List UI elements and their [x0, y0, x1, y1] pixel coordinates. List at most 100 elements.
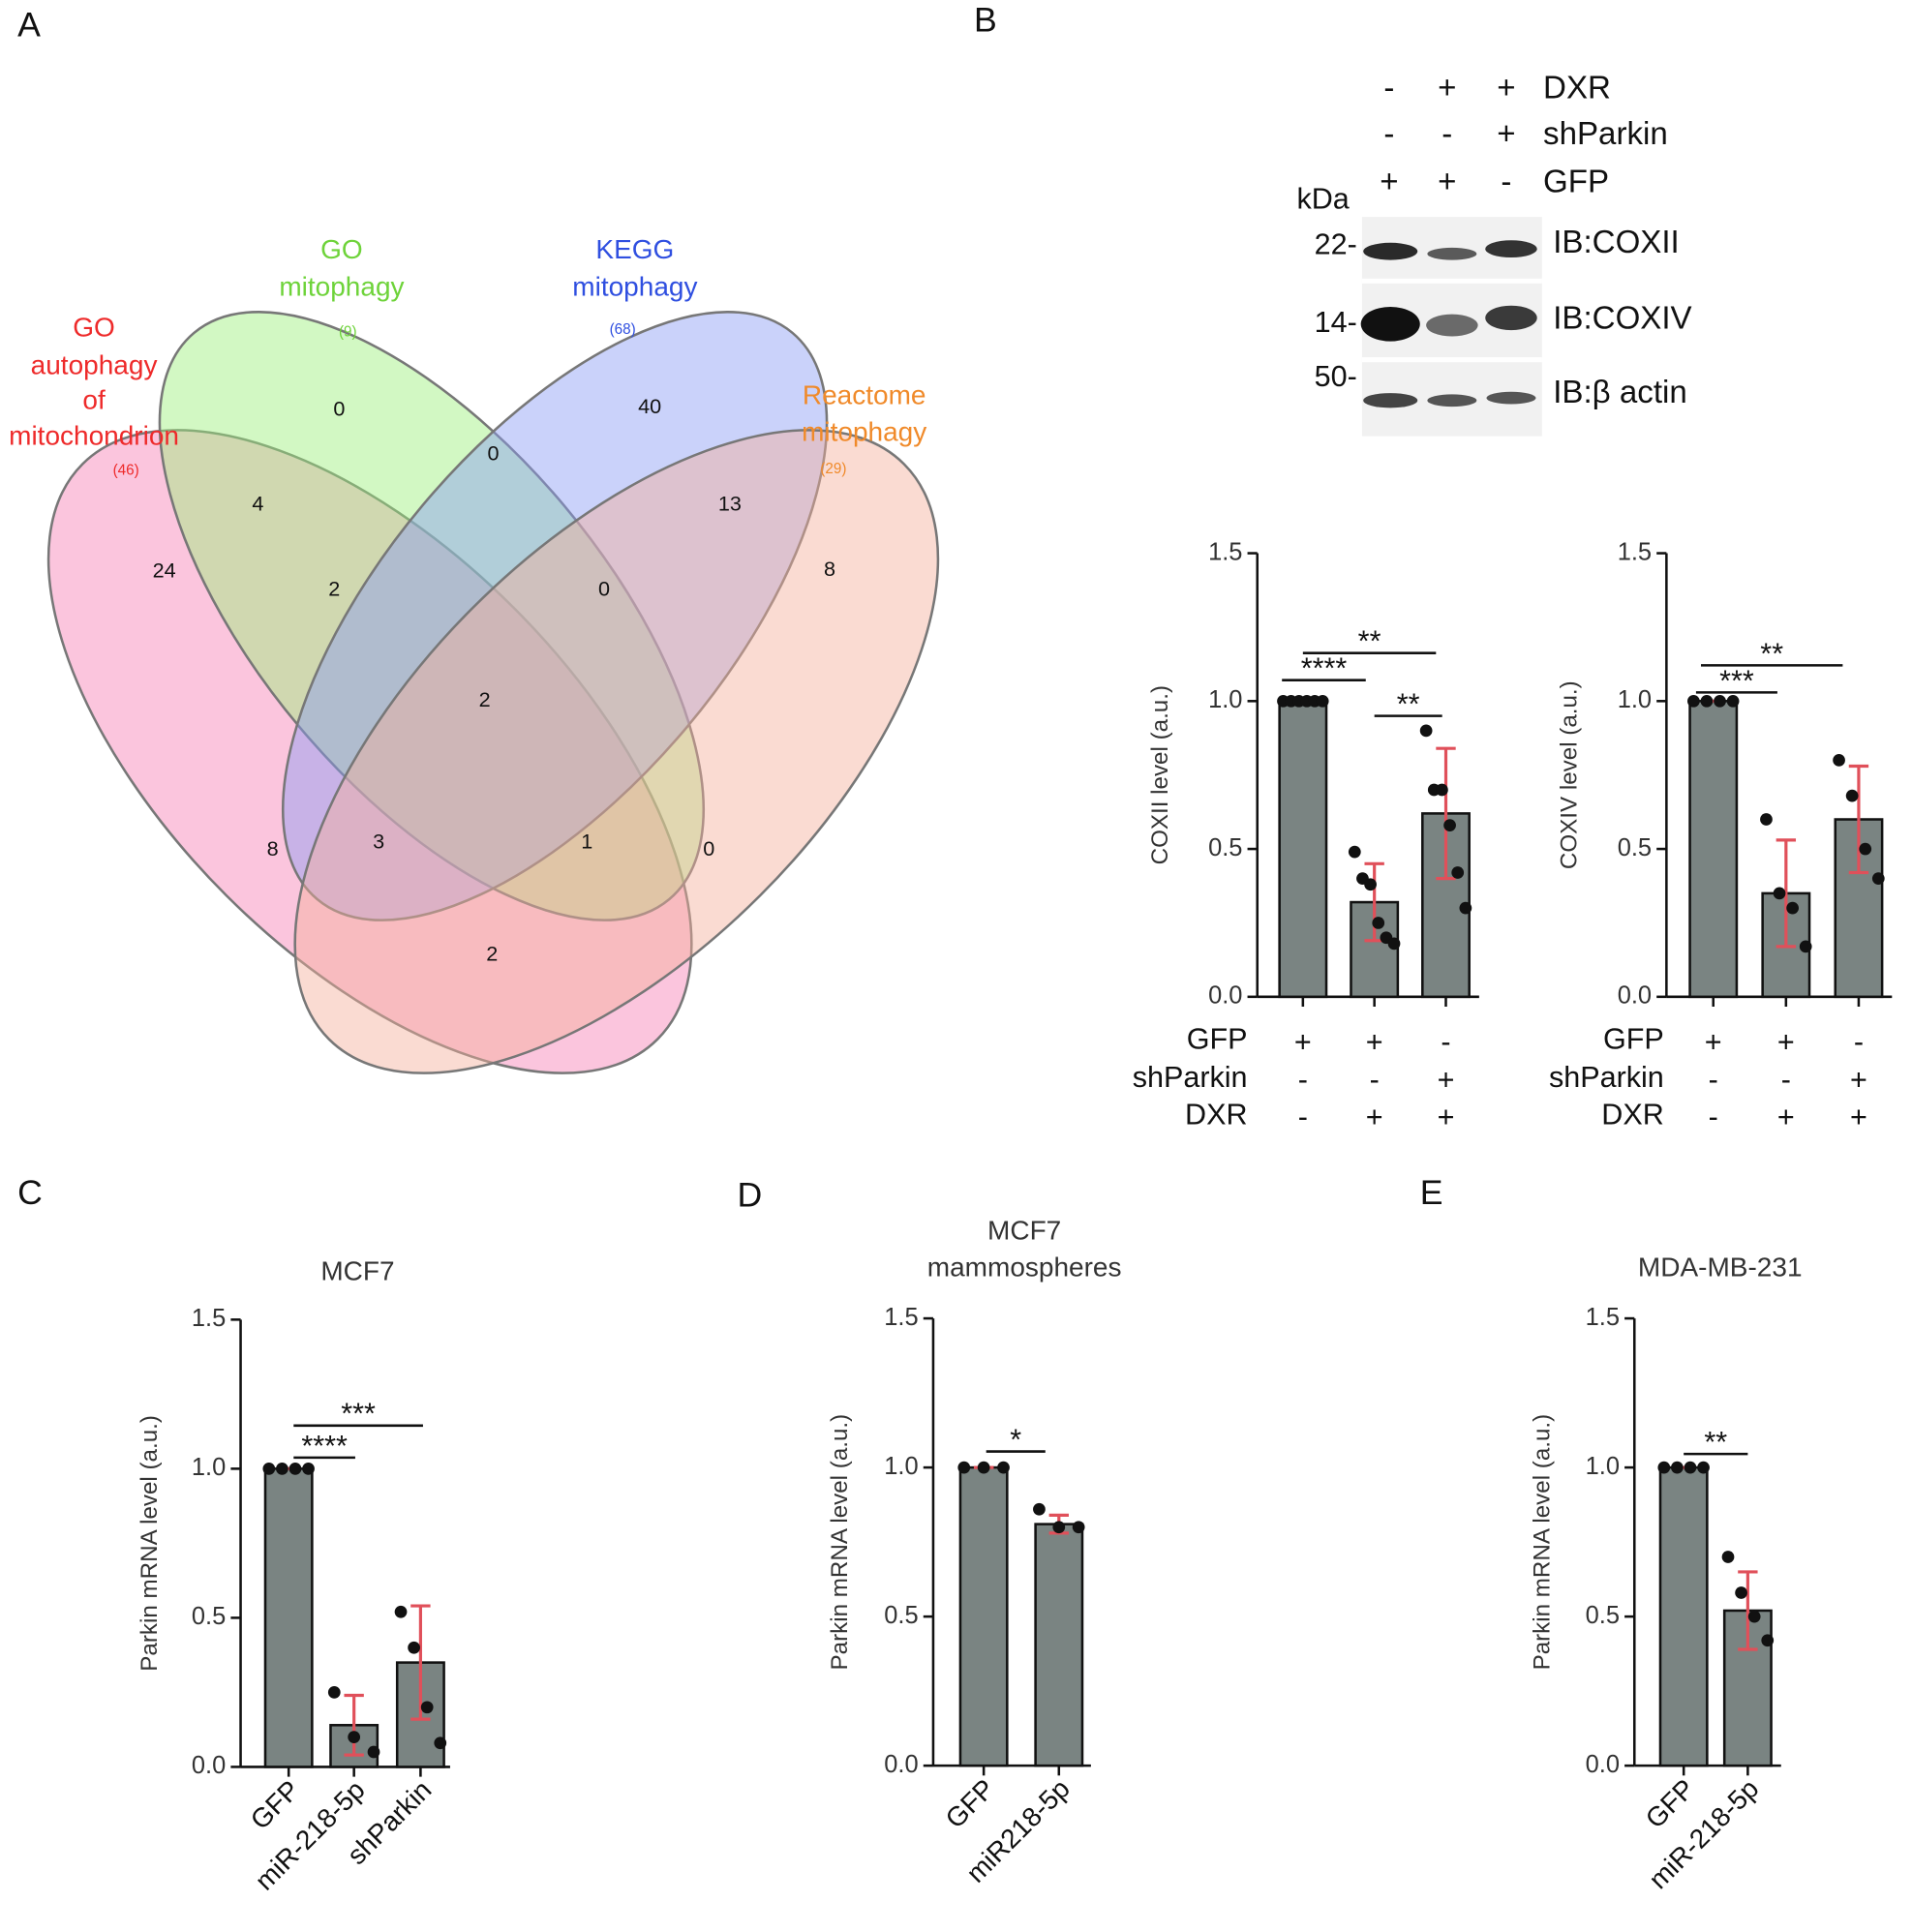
data-point: [957, 1461, 971, 1474]
venn-set-size: (46): [113, 462, 139, 478]
bar: [1688, 700, 1739, 999]
venn-set-label: KEGG: [595, 234, 674, 264]
data-point: [1845, 789, 1859, 802]
venn-set-size: (68): [610, 321, 636, 338]
y-axis-label: COXIV level (a.u.): [1556, 680, 1582, 869]
data-point: [1871, 872, 1885, 885]
venn-set-label: mitophagy: [572, 271, 697, 301]
chart-title: MDA-MB-231: [1638, 1253, 1803, 1283]
y-tick-label: 1.0: [884, 1453, 918, 1480]
data-point: [288, 1463, 302, 1475]
error-bar: [410, 1604, 431, 1721]
data-point: [1761, 1634, 1775, 1647]
condition-sign: +: [1438, 1101, 1455, 1133]
condition-sign: +: [1777, 1101, 1795, 1133]
panel-label: B: [974, 0, 997, 39]
y-axis-label: Parkin mRNA level (a.u.): [137, 1415, 163, 1672]
significance-label: **: [1358, 625, 1381, 658]
chart-title: MCF7: [320, 1255, 394, 1285]
blot-sign: +: [1380, 164, 1398, 199]
data-point: [1687, 694, 1700, 708]
venn-set-label: mitochondrion: [9, 420, 179, 450]
error-bar: [1436, 746, 1456, 881]
data-point: [1451, 866, 1465, 879]
significance-label: ***: [1719, 664, 1754, 697]
data-point: [1700, 694, 1714, 708]
venn-set-label: mitophagy: [802, 416, 926, 446]
x-tick-label: GFP: [940, 1773, 1001, 1834]
condition-sign: +: [1438, 1064, 1455, 1097]
condition-label: shParkin: [1549, 1061, 1664, 1094]
significance-label: **: [1397, 687, 1420, 720]
significance-label: **: [1760, 637, 1783, 670]
blot-band: [1427, 394, 1477, 408]
bar: [263, 1467, 314, 1768]
blot-sign: -: [1442, 116, 1452, 152]
y-tick-label: 1.5: [884, 1304, 918, 1331]
venn-count: 0: [703, 836, 714, 860]
blot-antibody: IB:COXII: [1553, 225, 1680, 260]
condition-sign: +: [1366, 1025, 1383, 1058]
data-point: [327, 1686, 341, 1699]
venn-count: 24: [153, 558, 176, 582]
y-tick-label: 1.5: [1208, 538, 1242, 565]
venn-count: 40: [638, 394, 661, 418]
bar: [1658, 1465, 1709, 1767]
y-tick-label: 0.0: [1208, 982, 1242, 1010]
data-point: [1436, 783, 1448, 797]
data-point: [1387, 937, 1401, 951]
significance-label: ***: [341, 1398, 376, 1431]
y-tick-label: 0.0: [884, 1751, 918, 1778]
y-axis-label: COXII level (a.u.): [1147, 685, 1173, 864]
venn-set: [281, 311, 829, 921]
y-tick-label: 1.0: [1208, 686, 1242, 713]
y-tick-label: 1.0: [1586, 1453, 1620, 1480]
y-tick-label: 0.5: [1586, 1602, 1620, 1629]
condition-sign: -: [1709, 1064, 1718, 1097]
panel-label: E: [1420, 1173, 1443, 1212]
blot-sign: +: [1438, 71, 1456, 106]
data-point: [434, 1736, 447, 1750]
y-tick-label: 1.0: [192, 1454, 226, 1481]
venn-count: 2: [479, 687, 491, 711]
data-point: [302, 1463, 315, 1475]
venn-count: 0: [487, 440, 499, 465]
condition-sign: -: [1709, 1101, 1718, 1133]
condition-label: shParkin: [1133, 1061, 1248, 1094]
data-point: [1859, 842, 1872, 856]
condition-sign: -: [1781, 1064, 1791, 1097]
data-point: [1372, 917, 1385, 929]
blot-unit: kDa: [1296, 183, 1349, 216]
chart-title: MCF7: [987, 1215, 1061, 1245]
blot-antibody: IB:COXIV: [1553, 301, 1691, 337]
data-point: [1419, 724, 1433, 738]
venn-count: 13: [718, 492, 742, 516]
blot-band: [1363, 393, 1418, 408]
data-point: [977, 1461, 990, 1474]
condition-sign: +: [1850, 1101, 1867, 1133]
condition-label: GFP: [1603, 1023, 1664, 1056]
condition-sign: +: [1850, 1064, 1867, 1097]
blot-sign: -: [1383, 116, 1394, 152]
data-point: [1348, 845, 1361, 859]
venn-set: [293, 429, 940, 1074]
condition-label: GFP: [1187, 1023, 1248, 1056]
blot-band: [1485, 305, 1537, 331]
data-point: [1657, 1461, 1671, 1474]
data-point: [1760, 813, 1773, 826]
data-point: [1443, 819, 1456, 831]
venn-set-size: (29): [820, 461, 846, 477]
venn-count: 0: [333, 397, 345, 421]
venn-set-label: GO: [73, 312, 115, 342]
data-point: [1786, 901, 1799, 915]
blot-sign: +: [1497, 71, 1515, 106]
venn-count: 3: [373, 829, 384, 853]
blot-marker: 50-: [1315, 360, 1357, 393]
condition-sign: +: [1705, 1025, 1722, 1058]
significance-label: ****: [301, 1430, 348, 1463]
condition-sign: -: [1298, 1064, 1308, 1097]
y-tick-label: 0.5: [884, 1602, 918, 1629]
significance-label: *: [1010, 1423, 1021, 1456]
data-point: [1697, 1461, 1710, 1474]
blot-band: [1427, 247, 1477, 260]
